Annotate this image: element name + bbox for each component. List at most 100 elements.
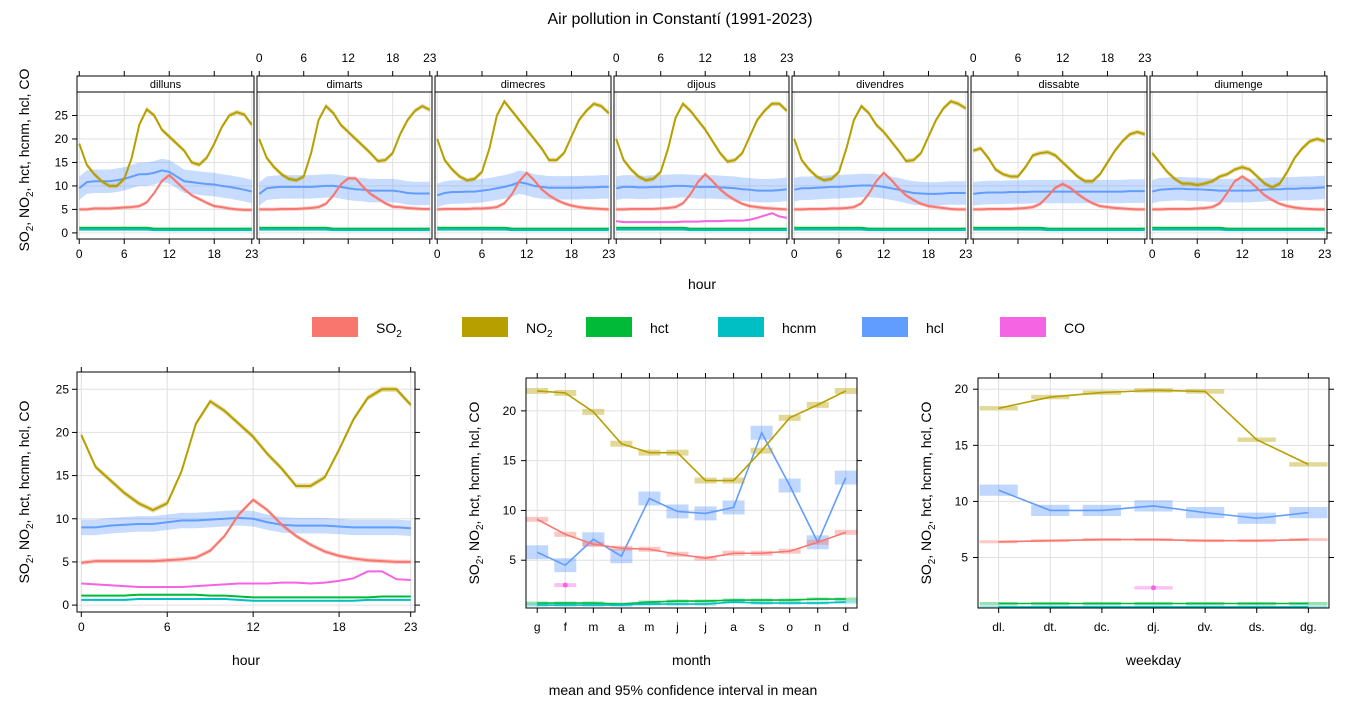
series-point-CO	[1151, 585, 1156, 591]
legend-label-CO: CO	[1064, 320, 1085, 336]
x-tick-label: 23	[602, 247, 616, 261]
x-tick-label: dc.	[1094, 620, 1110, 634]
x-tick-label: 0	[613, 51, 620, 65]
x-tick-label: 6	[657, 51, 664, 65]
series-line-hcl	[81, 516, 411, 530]
series-line-NO2	[436, 99, 610, 182]
strip-label: dissabte	[1039, 79, 1080, 91]
x-axis-label: hour	[688, 276, 716, 292]
x-tick-label: 23	[245, 247, 259, 261]
x-tick-label: a	[618, 620, 625, 634]
x-tick-label: 23	[959, 247, 973, 261]
series-line-CO	[81, 570, 411, 588]
x-tick-label: 0	[78, 620, 85, 634]
ci-band-SO2	[794, 170, 966, 212]
x-tick-label: j	[675, 620, 679, 634]
x-tick-label: 18	[208, 247, 222, 261]
strip-label: dimarts	[326, 79, 363, 91]
y-tick-label: 25	[56, 382, 70, 396]
x-tick-label: 23	[1138, 51, 1152, 65]
y-tick-label: 0	[62, 598, 69, 612]
x-tick-label: 12	[699, 51, 713, 65]
legend-swatch-hcnm	[718, 317, 764, 337]
x-tick-label: 6	[300, 51, 307, 65]
series-line-SO2	[437, 171, 609, 211]
strip-dijous	[613, 75, 790, 93]
x-tick-label: 6	[836, 247, 843, 261]
y-axis-label: SO2, NO2, hct, hcnm, hcl, CO	[16, 400, 36, 583]
ci-band-NO2	[437, 99, 609, 183]
y-tick-label: 20	[55, 132, 69, 146]
x-tick-label: 12	[342, 51, 356, 65]
x-tick-label: 6	[1015, 51, 1022, 65]
series-line-SO2	[794, 171, 966, 211]
x-tick-label: j	[703, 620, 707, 634]
ci-band-hcl	[81, 510, 411, 537]
strip-label: divendres	[856, 79, 904, 91]
series-line-NO2	[258, 104, 431, 182]
x-tick-label: 6	[1194, 247, 1201, 261]
x-tick-label: 23	[1318, 247, 1332, 261]
x-tick-label: g	[534, 620, 541, 634]
ci-band-SO2	[1152, 174, 1325, 212]
series-point-CO	[562, 582, 568, 588]
strip-label: dijous	[687, 79, 716, 91]
legend-swatch-NO2	[462, 317, 508, 337]
x-tick-label: 0	[76, 247, 83, 261]
series-line-SO2	[998, 538, 1309, 543]
y-axis-label: SO2, NO2, hct, hcnm, hcl, CO	[16, 68, 36, 251]
x-tick-label: 23	[423, 51, 437, 65]
ci-band-SO2	[79, 173, 252, 212]
y-tick-label: 15	[503, 454, 517, 468]
x-tick-label: 0	[791, 247, 798, 261]
panel-frame	[256, 91, 433, 240]
y-tick-label: 25	[55, 108, 69, 122]
series-line-NO2	[793, 100, 967, 182]
series-line-hcl	[794, 184, 966, 195]
series-line-NO2	[78, 107, 253, 187]
y-tick-label: 20	[955, 382, 969, 396]
series-line-hct	[973, 226, 1145, 230]
x-tick-label: 0	[1149, 247, 1156, 261]
y-tick-label: 15	[955, 438, 969, 452]
y-tick-label: 0	[61, 226, 68, 240]
x-tick-label: 18	[386, 51, 400, 65]
x-tick-label: a	[730, 620, 737, 634]
x-tick-label: 6	[164, 620, 171, 634]
series-line-NO2	[80, 388, 412, 512]
legend-label-hct: hct	[650, 320, 669, 336]
panel-frame	[970, 91, 1148, 240]
y-tick-label: 15	[56, 469, 70, 483]
legend-label-hcl: hcl	[926, 320, 944, 336]
series-line-SO2	[616, 172, 787, 211]
legend-swatch-hct	[586, 317, 632, 337]
series-line-SO2	[259, 177, 430, 211]
series-line-hcl	[258, 184, 430, 195]
y-tick-label: 10	[56, 512, 70, 526]
x-tick-label: f	[564, 620, 568, 634]
x-tick-label: m	[588, 620, 598, 634]
y-tick-label: 20	[56, 425, 70, 439]
x-axis-label: weekday	[1125, 652, 1181, 668]
series-line-NO2	[615, 102, 788, 182]
x-tick-label: 18	[332, 620, 346, 634]
y-tick-label: 5	[509, 553, 516, 567]
panel-frame	[791, 91, 969, 240]
x-tick-label: ds.	[1249, 620, 1265, 634]
x-tick-label: o	[786, 620, 793, 634]
x-tick-label: 0	[256, 51, 263, 65]
strip-dimecres	[434, 75, 612, 93]
series-line-SO2	[536, 518, 847, 560]
x-tick-label: 18	[1281, 247, 1295, 261]
ci-band-NO2	[81, 386, 411, 513]
ci-band-hcl	[794, 173, 966, 206]
x-tick-label: 0	[434, 247, 441, 261]
y-tick-label: 15	[55, 155, 69, 169]
y-tick-label: 10	[955, 494, 969, 508]
y-tick-label: 10	[55, 179, 69, 193]
ci-band-NO2	[973, 129, 1145, 184]
x-tick-label: 18	[1101, 51, 1115, 65]
series-line-hct	[81, 593, 411, 599]
x-axis-label: month	[672, 652, 711, 668]
